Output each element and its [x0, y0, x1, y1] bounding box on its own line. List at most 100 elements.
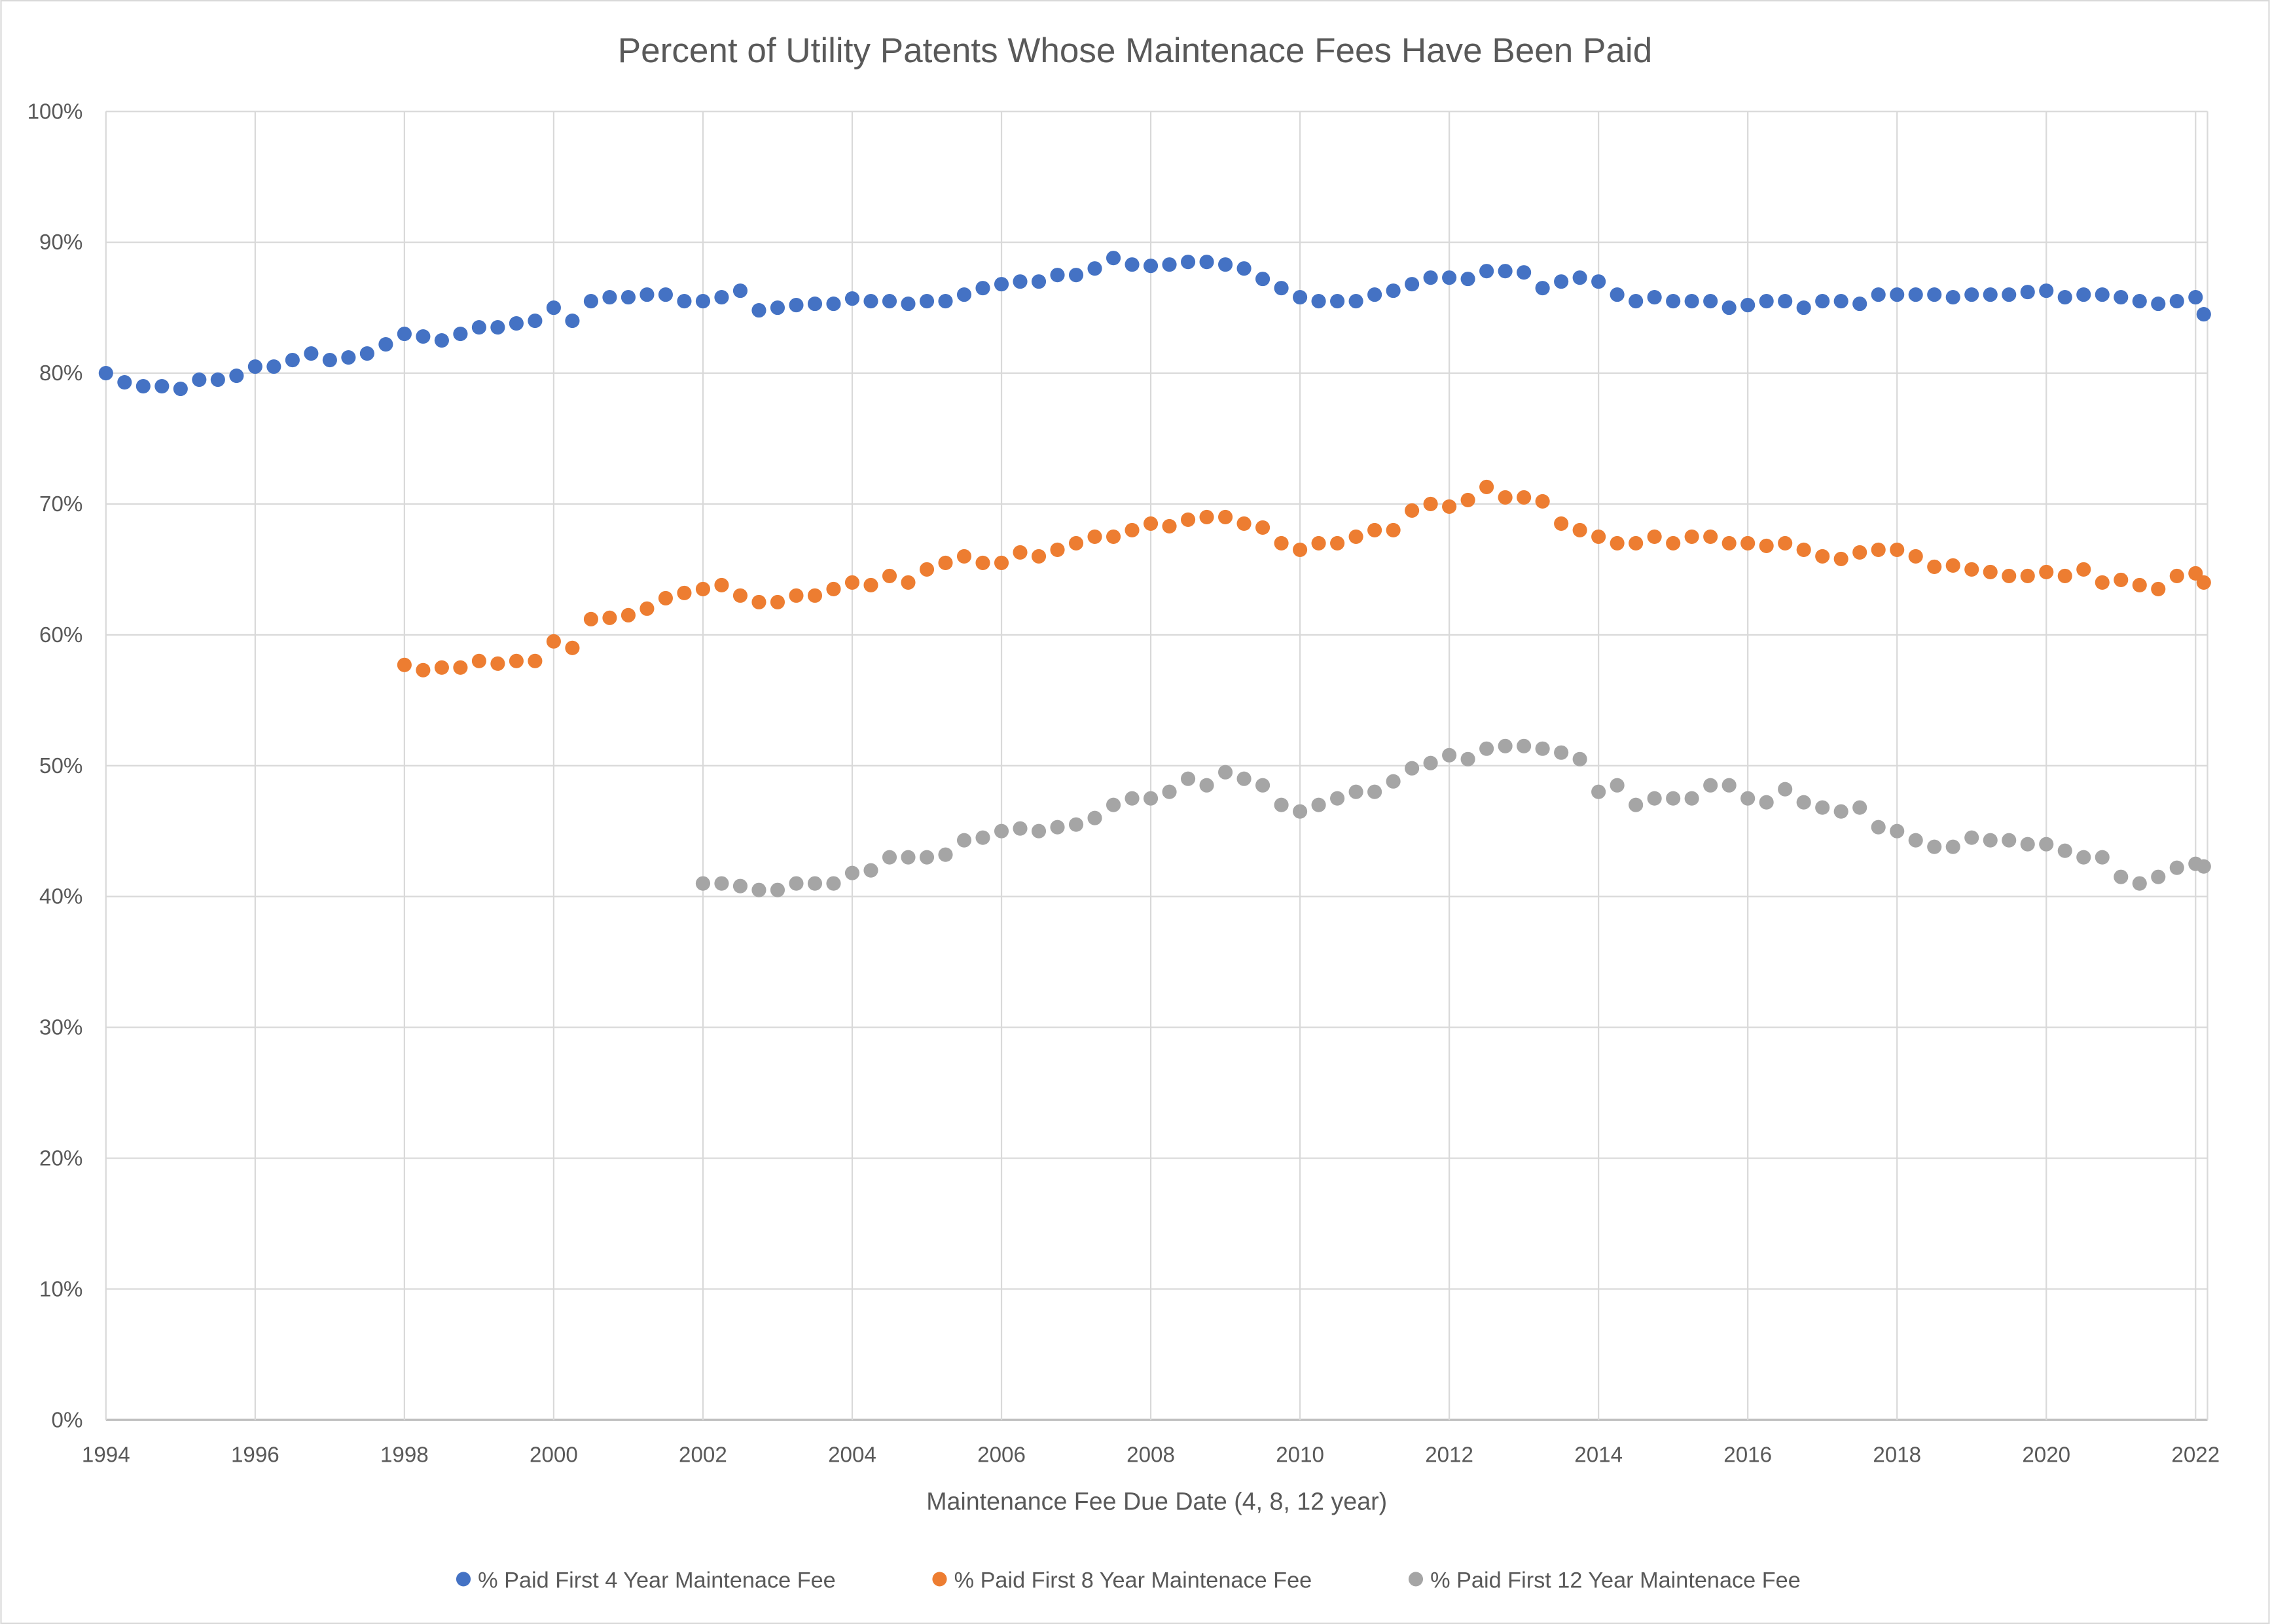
data-point — [1647, 529, 1662, 544]
data-point — [863, 294, 878, 309]
data-point — [1945, 839, 1960, 854]
data-point — [1330, 791, 1345, 806]
data-point — [1852, 800, 1867, 815]
data-point — [1180, 512, 1196, 527]
data-point — [732, 878, 748, 893]
data-point — [1143, 791, 1159, 806]
data-point — [2188, 290, 2203, 305]
x-tick-label: 2004 — [828, 1443, 876, 1467]
data-point — [416, 662, 431, 677]
data-point — [1031, 823, 1047, 839]
data-point — [1405, 761, 1420, 776]
data-point — [247, 359, 262, 374]
data-point — [2151, 869, 2166, 884]
data-point — [2132, 294, 2147, 309]
data-point — [1964, 830, 1979, 845]
data-point — [1517, 738, 1532, 753]
data-point — [583, 611, 598, 626]
data-point — [2020, 285, 2035, 300]
data-point — [975, 830, 990, 845]
x-tick-label: 1998 — [380, 1443, 429, 1467]
data-point — [2095, 287, 2110, 302]
data-point — [2020, 568, 2035, 583]
data-point — [1255, 778, 1270, 793]
data-point — [1013, 821, 1028, 836]
data-point — [714, 876, 729, 891]
data-point — [2132, 577, 2147, 592]
data-point — [2095, 850, 2110, 865]
data-point — [1068, 268, 1084, 283]
data-point — [956, 549, 972, 564]
data-point — [807, 588, 823, 603]
data-point — [1666, 294, 1681, 309]
data-point — [2114, 290, 2129, 305]
data-point — [1106, 797, 1121, 812]
data-point — [1087, 261, 1102, 276]
data-point — [1535, 281, 1550, 296]
data-point — [1684, 529, 1699, 544]
data-point — [1554, 516, 1569, 531]
data-point — [1013, 274, 1028, 289]
data-point — [807, 876, 823, 891]
data-point — [882, 294, 897, 309]
data-point — [1535, 494, 1550, 509]
data-point — [1890, 823, 1905, 839]
data-point — [1218, 257, 1233, 272]
data-point — [117, 374, 132, 390]
data-point — [844, 291, 860, 306]
legend-label: % Paid First 8 Year Maintenace Fee — [954, 1568, 1312, 1593]
data-points — [98, 251, 2211, 897]
data-point — [2039, 564, 2054, 579]
data-point — [1684, 791, 1699, 806]
data-point — [1871, 820, 1886, 835]
legend-marker-icon — [1408, 1572, 1424, 1587]
data-point — [2151, 297, 2166, 312]
data-point — [1778, 535, 1793, 550]
data-point — [938, 555, 953, 570]
data-point — [2169, 568, 2184, 583]
data-point — [2076, 850, 2091, 865]
data-point — [695, 876, 711, 891]
data-point — [528, 314, 543, 329]
data-point — [1591, 274, 1606, 289]
data-point — [938, 847, 953, 862]
data-point — [1833, 551, 1848, 566]
data-point — [1740, 535, 1756, 550]
data-point — [546, 300, 561, 316]
data-point — [1367, 522, 1382, 537]
data-point — [1591, 784, 1606, 799]
data-point — [1068, 535, 1084, 550]
data-point — [2151, 581, 2166, 596]
x-tick-label: 1994 — [82, 1443, 130, 1467]
data-point — [901, 850, 916, 865]
data-point — [2039, 837, 2054, 852]
data-point — [1405, 277, 1420, 292]
data-point — [1629, 294, 1644, 309]
data-point — [1162, 257, 1177, 272]
data-point — [1311, 294, 1326, 309]
data-point — [1479, 741, 1494, 756]
y-axis-ticks: 0% 10% 20% 30% 40% 50% 60% 70% 80% 90% 100% — [27, 99, 83, 1432]
data-point — [1908, 287, 1923, 302]
data-point — [1647, 290, 1662, 305]
data-point — [770, 300, 785, 316]
data-point — [807, 297, 823, 312]
data-point — [1740, 298, 1756, 313]
chart-title: Percent of Utility Patents Whose Mainten… — [618, 31, 1652, 70]
data-point — [1983, 564, 1998, 579]
data-point — [2114, 572, 2129, 587]
data-point — [863, 577, 878, 592]
data-point — [901, 297, 916, 312]
data-point — [1964, 287, 1979, 302]
data-point — [1479, 264, 1494, 279]
data-point — [1833, 804, 1848, 819]
data-point — [546, 634, 561, 649]
x-tick-label: 2002 — [679, 1443, 727, 1467]
data-point — [1703, 778, 1718, 793]
data-point — [994, 823, 1009, 839]
data-point — [2169, 294, 2184, 309]
data-point — [154, 378, 170, 394]
data-point — [1572, 522, 1587, 537]
data-point — [1684, 294, 1699, 309]
